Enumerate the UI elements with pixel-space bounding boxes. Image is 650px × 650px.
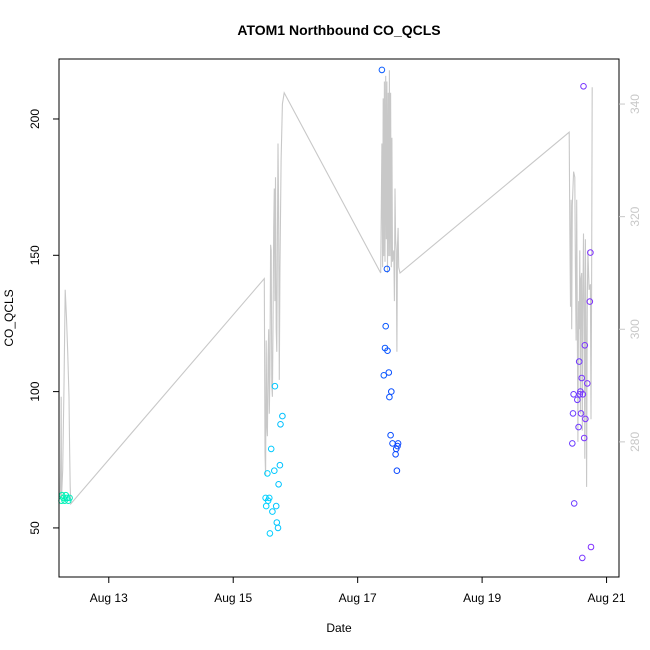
- data-point: [569, 410, 577, 417]
- data-point: [275, 481, 282, 488]
- data-point: [271, 382, 279, 390]
- x-tick-label: Aug 15: [214, 591, 252, 605]
- data-point: [272, 502, 280, 510]
- data-point: [264, 470, 271, 477]
- data-point: [269, 508, 276, 515]
- data-point: [586, 298, 594, 305]
- data-point: [380, 372, 388, 379]
- x-tick-label: Aug 17: [339, 591, 377, 605]
- data-point: [580, 434, 588, 442]
- data-point: [574, 396, 581, 404]
- y-tick-label: 150: [28, 245, 42, 265]
- data-point: [576, 391, 584, 398]
- data-point: [394, 442, 401, 450]
- data-point: [279, 412, 286, 420]
- data-point: [582, 415, 589, 423]
- y-tick-label: 200: [28, 109, 42, 129]
- data-point: [277, 421, 284, 428]
- chart-title: ATOM1 Northbound CO_QCLS: [237, 22, 440, 38]
- data-point: [274, 524, 282, 532]
- data-point: [276, 461, 284, 469]
- data-point: [394, 440, 402, 447]
- data-point: [273, 519, 281, 526]
- y2-tick-label: 300: [628, 319, 642, 339]
- x-tick-label: Aug 19: [463, 591, 501, 605]
- data-point: [579, 391, 587, 398]
- y-tick-label: 50: [28, 521, 42, 535]
- data-point: [385, 369, 393, 376]
- data-point: [262, 502, 270, 510]
- x-tick-label: Aug 13: [90, 591, 128, 605]
- y-axis-label: CO_QCLS: [2, 289, 16, 346]
- data-point: [392, 451, 399, 458]
- data-point: [570, 500, 578, 507]
- series-line: [59, 70, 593, 506]
- data-point: [66, 494, 73, 502]
- data-point: [388, 388, 395, 395]
- points-layer: [58, 66, 595, 562]
- data-point: [378, 66, 386, 74]
- data-point: [393, 467, 401, 475]
- data-point: [382, 322, 390, 330]
- data-point: [584, 380, 591, 387]
- y2-tick-label: 280: [628, 432, 642, 452]
- data-point: [580, 83, 587, 90]
- y2-tick-label: 320: [628, 206, 642, 226]
- data-point: [570, 391, 577, 398]
- data-point: [575, 423, 582, 431]
- plot-frame: [58, 58, 620, 578]
- data-point: [386, 393, 393, 401]
- data-point: [581, 342, 589, 349]
- data-point: [271, 467, 278, 475]
- data-point: [579, 554, 586, 562]
- y-tick-label: 100: [28, 381, 42, 401]
- secondary-line-layer: [59, 70, 593, 506]
- data-point: [569, 440, 576, 447]
- data-point: [578, 374, 586, 382]
- x-tick-label: Aug 21: [588, 591, 626, 605]
- data-point: [266, 530, 274, 537]
- data-point: [575, 358, 583, 365]
- data-point: [383, 265, 391, 273]
- x-axis-label: Date: [326, 621, 352, 635]
- data-point: [387, 431, 394, 439]
- data-point: [266, 494, 273, 502]
- axes-layer: Aug 13 Aug 15 Aug 17 Aug 19 Aug 21 50 100 150 20…: [28, 58, 642, 605]
- data-point: [587, 249, 594, 256]
- data-point: [384, 347, 391, 355]
- data-point: [587, 543, 595, 551]
- data-point: [267, 445, 275, 453]
- data-point: [577, 410, 585, 417]
- y2-tick-label: 340: [628, 94, 642, 114]
